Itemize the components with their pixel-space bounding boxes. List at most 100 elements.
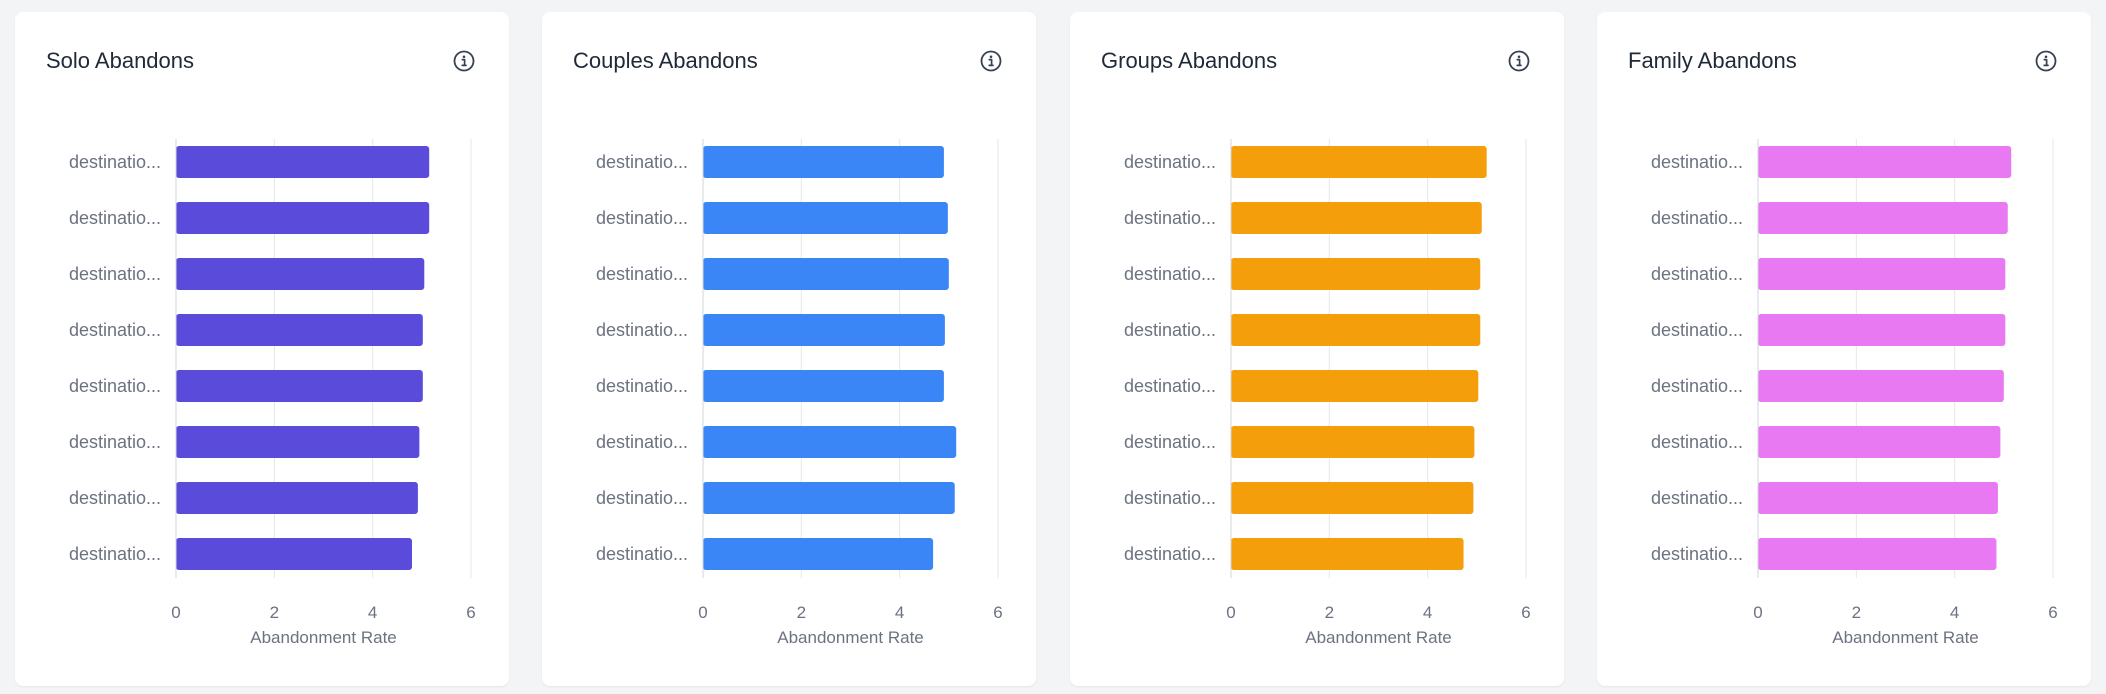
- bar-6[interactable]: [1231, 426, 1475, 458]
- bar-2[interactable]: [1231, 202, 1482, 234]
- x-tick-label: 0: [1753, 603, 1762, 622]
- x-tick-label: 0: [1226, 603, 1235, 622]
- category-label: destinatio...: [1124, 152, 1216, 172]
- family-abandons-chart: destinatio... destinatio... destinatio... d…: [1651, 139, 2058, 647]
- category-label: destinatio...: [69, 152, 161, 172]
- bar-1[interactable]: [1231, 146, 1487, 178]
- x-tick-label: 2: [797, 603, 806, 622]
- solo-abandons-card: Solo Abandons destinatio... destinatio...…: [15, 12, 509, 686]
- family-abandons-card: Family Abandons destinatio... destinatio.…: [1597, 12, 2091, 686]
- bar-4[interactable]: [703, 314, 945, 346]
- category-label: destinatio...: [1124, 376, 1216, 396]
- category-label: destinatio...: [1651, 544, 1743, 564]
- category-label: destinatio...: [596, 208, 688, 228]
- x-axis-label: Abandonment Rate: [250, 628, 397, 647]
- category-label: destinatio...: [1124, 320, 1216, 340]
- card-title: Family Abandons: [1628, 48, 1797, 73]
- category-label: destinatio...: [69, 488, 161, 508]
- bar-4[interactable]: [1758, 314, 2006, 346]
- info-icon[interactable]: [2035, 50, 2057, 72]
- category-label: destinatio...: [1651, 264, 1743, 284]
- category-label: destinatio...: [596, 152, 688, 172]
- x-tick-label: 2: [1852, 603, 1861, 622]
- category-label: destinatio...: [596, 376, 688, 396]
- x-tick-label: 4: [895, 603, 904, 622]
- x-tick-label: 0: [698, 603, 707, 622]
- couples-abandons-chart: destinatio... destinatio... destinatio... d…: [596, 139, 1003, 647]
- bar-6[interactable]: [1758, 426, 2001, 458]
- category-label: destinatio...: [69, 264, 161, 284]
- bar-2[interactable]: [176, 202, 430, 234]
- category-label: destinatio...: [1124, 208, 1216, 228]
- category-label: destinatio...: [1651, 432, 1743, 452]
- category-label: destinatio...: [596, 432, 688, 452]
- category-label: destinatio...: [69, 432, 161, 452]
- bar-8[interactable]: [1231, 538, 1464, 570]
- card-title: Groups Abandons: [1101, 48, 1278, 73]
- bar-8[interactable]: [176, 538, 412, 570]
- x-tick-label: 6: [993, 603, 1002, 622]
- x-axis-label: Abandonment Rate: [1305, 628, 1452, 647]
- category-label: destinatio...: [596, 264, 688, 284]
- bar-5[interactable]: [1231, 370, 1479, 402]
- bar-1[interactable]: [176, 146, 430, 178]
- bar-1[interactable]: [703, 146, 944, 178]
- x-axis-label: Abandonment Rate: [777, 628, 924, 647]
- bar-8[interactable]: [1758, 538, 1997, 570]
- category-label: destinatio...: [1651, 488, 1743, 508]
- bar-4[interactable]: [176, 314, 423, 346]
- bar-6[interactable]: [176, 426, 420, 458]
- bar-7[interactable]: [703, 482, 955, 514]
- info-icon[interactable]: [453, 50, 475, 72]
- bar-3[interactable]: [1758, 258, 2006, 290]
- bar-3[interactable]: [176, 258, 425, 290]
- info-icon[interactable]: [1508, 50, 1530, 72]
- category-label: destinatio...: [1124, 264, 1216, 284]
- category-label: destinatio...: [596, 544, 688, 564]
- category-label: destinatio...: [1124, 432, 1216, 452]
- category-label: destinatio...: [69, 376, 161, 396]
- bar-5[interactable]: [1758, 370, 2004, 402]
- bar-7[interactable]: [176, 482, 418, 514]
- bar-5[interactable]: [703, 370, 944, 402]
- category-label: destinatio...: [1651, 376, 1743, 396]
- x-tick-label: 2: [1325, 603, 1334, 622]
- category-label: destinatio...: [1651, 208, 1743, 228]
- category-label: destinatio...: [1124, 544, 1216, 564]
- category-label: destinatio...: [1651, 152, 1743, 172]
- x-tick-label: 4: [1950, 603, 1959, 622]
- bar-5[interactable]: [176, 370, 423, 402]
- category-label: destinatio...: [69, 320, 161, 340]
- category-label: destinatio...: [1651, 320, 1743, 340]
- card-title: Couples Abandons: [573, 48, 758, 73]
- category-label: destinatio...: [69, 208, 161, 228]
- x-tick-label: 2: [270, 603, 279, 622]
- bar-2[interactable]: [703, 202, 948, 234]
- x-axis-label: Abandonment Rate: [1832, 628, 1979, 647]
- card-title: Solo Abandons: [46, 48, 195, 73]
- bar-4[interactable]: [1231, 314, 1481, 346]
- x-tick-label: 6: [2048, 603, 2057, 622]
- bar-3[interactable]: [703, 258, 949, 290]
- groups-abandons-chart: destinatio... destinatio... destinatio... d…: [1124, 139, 1531, 647]
- x-tick-label: 0: [171, 603, 180, 622]
- category-label: destinatio...: [596, 320, 688, 340]
- info-icon[interactable]: [980, 50, 1002, 72]
- bar-2[interactable]: [1758, 202, 2008, 234]
- groups-abandons-card: Groups Abandons destinatio... destinatio.…: [1070, 12, 1564, 686]
- bar-7[interactable]: [1758, 482, 1998, 514]
- category-label: destinatio...: [69, 544, 161, 564]
- bar-7[interactable]: [1231, 482, 1474, 514]
- bar-8[interactable]: [703, 538, 934, 570]
- x-tick-label: 4: [368, 603, 377, 622]
- x-tick-label: 4: [1423, 603, 1432, 622]
- couples-abandons-card: Couples Abandons destinatio... destinatio…: [542, 12, 1036, 686]
- bar-6[interactable]: [703, 426, 957, 458]
- category-label: destinatio...: [1124, 488, 1216, 508]
- solo-abandons-chart: destinatio... destinatio... destinatio... d…: [69, 139, 476, 647]
- bar-3[interactable]: [1231, 258, 1481, 290]
- x-tick-label: 6: [466, 603, 475, 622]
- x-tick-label: 6: [1521, 603, 1530, 622]
- bar-1[interactable]: [1758, 146, 2012, 178]
